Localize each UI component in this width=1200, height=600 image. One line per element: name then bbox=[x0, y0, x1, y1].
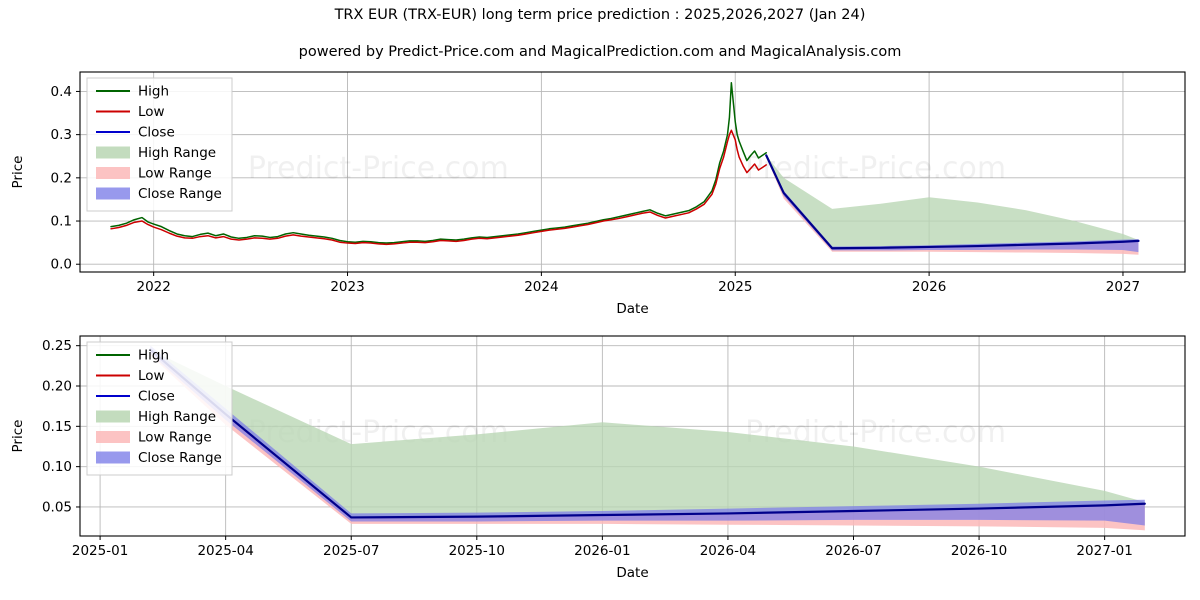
legend-swatch-patch bbox=[96, 187, 130, 200]
y-axis-title: Price bbox=[10, 420, 26, 453]
bottom-chart: Predict-Price.com Predict-Price.com0.050.… bbox=[10, 335, 1186, 581]
high-series-line bbox=[110, 82, 768, 244]
y-tick-label: 0.2 bbox=[51, 170, 72, 186]
legend-label: Close bbox=[138, 389, 175, 405]
x-tick-label: 2026-04 bbox=[700, 543, 756, 559]
x-tick-label: 2026-01 bbox=[574, 543, 630, 559]
x-tick-label: 2026-07 bbox=[825, 543, 881, 559]
x-tick-label: 2022 bbox=[136, 279, 170, 295]
y-tick-label: 0.4 bbox=[51, 84, 72, 100]
legend: High Low Close High Range Low Range Close Ran… bbox=[86, 77, 233, 212]
y-tick-label: 0.10 bbox=[42, 459, 72, 475]
legend-label: Close Range bbox=[138, 186, 222, 202]
y-axis-title: Price bbox=[10, 156, 26, 189]
legend-label: Close Range bbox=[138, 450, 222, 466]
plot-frame bbox=[79, 335, 1186, 537]
top-chart: Predict-Price.com Predict-Price.com 0.0 0.1… bbox=[10, 71, 1186, 317]
x-tick-label: 2027-01 bbox=[1076, 543, 1132, 559]
x-tick-label: 2025-04 bbox=[197, 543, 253, 559]
x-tick-label: 2027 bbox=[1106, 279, 1140, 295]
legend-label: Close bbox=[138, 125, 175, 141]
x-axis-title: Date bbox=[616, 565, 648, 581]
y-tick-label: 0.0 bbox=[51, 257, 72, 273]
x-tick-label: 2025-07 bbox=[323, 543, 379, 559]
low-series-line bbox=[110, 129, 768, 246]
high-range-band bbox=[150, 349, 1145, 518]
x-tick-label: 2023 bbox=[330, 279, 364, 295]
legend-label: High bbox=[138, 84, 169, 100]
y-tick-label: 0.20 bbox=[42, 379, 72, 395]
page-subtitle: powered by Predict-Price.com and Magical… bbox=[298, 44, 902, 60]
plot-frame bbox=[79, 71, 1186, 273]
y-tick-label: 0.3 bbox=[51, 127, 72, 143]
legend-label: Low Range bbox=[138, 430, 212, 446]
legend-label: High bbox=[138, 348, 169, 364]
y-tick-label: 0.05 bbox=[42, 499, 72, 515]
close-series-line bbox=[765, 154, 1140, 250]
x-tick-label: 2025-10 bbox=[449, 543, 505, 559]
x-tick-label: 2025 bbox=[718, 279, 752, 295]
legend-swatch-patch bbox=[96, 146, 130, 159]
x-tick-label: 2024 bbox=[524, 279, 558, 295]
legend-swatch-patch bbox=[96, 167, 130, 179]
legend-label: Low bbox=[138, 368, 165, 384]
legend-swatch-patch bbox=[96, 431, 130, 443]
close-series-line bbox=[149, 348, 1146, 519]
legend-label: High Range bbox=[138, 145, 216, 161]
y-tick-label: 0.25 bbox=[42, 338, 72, 354]
x-tick-label: 2025-01 bbox=[72, 543, 128, 559]
x-axis-title: Date bbox=[616, 301, 648, 317]
legend: High Low Close High Range Low Range Close Ran… bbox=[86, 341, 233, 476]
watermark-text: Predict-Price.com bbox=[745, 151, 1006, 186]
high-range-band bbox=[766, 155, 1139, 249]
y-tick-label: 0.15 bbox=[42, 419, 72, 435]
y-tick-label: 0.1 bbox=[51, 214, 72, 230]
x-tick-label: 2026 bbox=[912, 279, 946, 295]
legend-label: High Range bbox=[138, 409, 216, 425]
legend-label: Low Range bbox=[138, 166, 212, 182]
legend-label: Low bbox=[138, 104, 165, 120]
x-tick-label: 2026-10 bbox=[951, 543, 1007, 559]
legend-swatch-patch bbox=[96, 451, 130, 464]
page-title: TRX EUR (TRX-EUR) long term price predic… bbox=[334, 7, 866, 23]
watermark-text: Predict-Price.com bbox=[248, 151, 509, 186]
legend-swatch-patch bbox=[96, 410, 130, 423]
